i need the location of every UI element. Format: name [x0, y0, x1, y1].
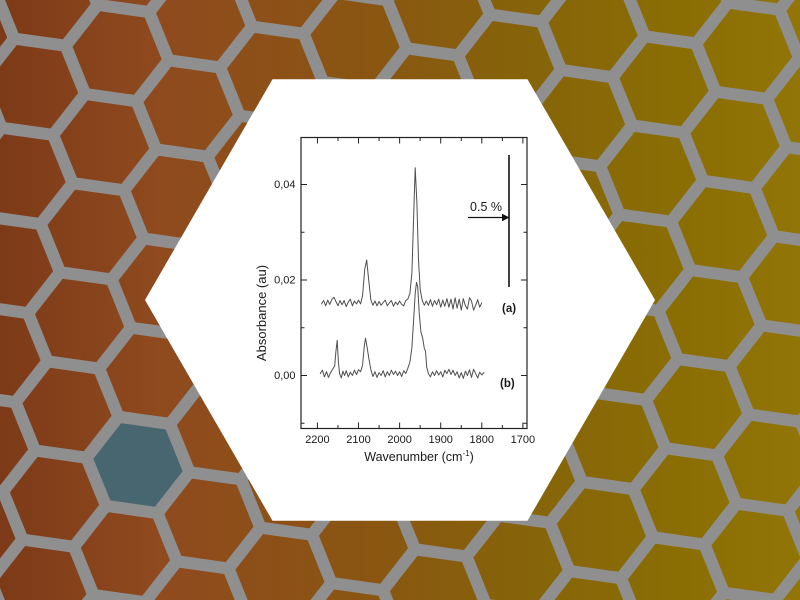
hex-cell	[247, 0, 323, 28]
y-axis-label: Absorbance (au)	[254, 265, 269, 361]
hex-cell	[22, 367, 112, 452]
hex-cell	[556, 488, 646, 572]
x-tick-label: 2200	[305, 434, 329, 446]
hex-cell	[106, 334, 196, 418]
hex-cell	[5, 0, 91, 40]
x-axis-label-superscript: -1	[462, 449, 470, 458]
hex-cell	[490, 0, 551, 16]
hex-cell	[627, 543, 717, 600]
x-axis-label-close: )	[470, 450, 474, 464]
hex-cell	[156, 0, 246, 61]
hex-cell	[0, 500, 16, 559]
x-axis-label-main: Wavenumber (cm	[364, 450, 462, 464]
hex-cell	[0, 224, 54, 307]
trace-a-label: (a)	[502, 303, 516, 315]
trace-b-label: (b)	[500, 378, 515, 390]
x-tick-label: 2000	[387, 434, 411, 446]
hex-cell	[473, 522, 563, 600]
hex-cell	[394, 0, 484, 49]
hex-cell	[678, 187, 768, 271]
hex-cell	[548, 0, 638, 71]
x-tick-label: 1800	[470, 434, 494, 446]
hex-cell	[325, 589, 381, 600]
hex-cell	[60, 100, 150, 184]
hex-cell	[9, 456, 100, 541]
hex-cell	[0, 45, 79, 129]
hex-cell	[235, 534, 325, 600]
hex-cell	[80, 512, 170, 596]
x-tick-label: 2100	[346, 434, 370, 446]
hex-cell	[607, 131, 697, 216]
hex-cell	[736, 331, 800, 416]
hex-cell	[72, 11, 162, 95]
hex-cell	[164, 478, 254, 563]
hex-cell	[0, 134, 66, 218]
x-tick-label: 1700	[511, 434, 535, 446]
y-tick-label: 0,02	[274, 275, 295, 287]
hex-cell	[35, 278, 125, 363]
hex-cell	[748, 242, 800, 325]
hex-cell	[0, 546, 87, 600]
hex-cell	[0, 406, 29, 485]
teal-hex-cell	[93, 423, 183, 507]
hex-cell	[0, 19, 8, 47]
trace-b	[319, 281, 485, 379]
hex-cell	[723, 420, 800, 505]
hex-cell	[665, 276, 755, 360]
hex-cell	[318, 500, 408, 584]
hex-cell	[774, 66, 800, 143]
scale-bar-arrowhead-icon	[502, 213, 510, 222]
hex-cell	[619, 42, 709, 127]
hex-cell	[143, 66, 233, 151]
hex-cell	[310, 0, 400, 83]
hex-cell	[652, 365, 742, 449]
x-axis-label: Wavenumber (cm-1)	[364, 449, 473, 464]
plot-frame	[300, 136, 528, 430]
x-tick-label: 1900	[428, 434, 452, 446]
hex-cell	[761, 153, 800, 234]
hex-cell	[569, 399, 659, 483]
hex-cell	[640, 454, 730, 539]
trace-a	[321, 167, 483, 311]
hex-cell	[554, 577, 624, 600]
hex-cell	[0, 315, 41, 396]
hex-cell	[690, 98, 780, 182]
scale-bar-label: 0.5 %	[470, 200, 502, 214]
hex-cell	[703, 9, 793, 93]
hex-cell	[786, 0, 800, 45]
hex-cell	[636, 0, 722, 38]
hex-cell	[389, 555, 478, 600]
hex-cell	[753, 0, 780, 4]
chart-generated-layer: 2200 2100 2000 1900 1800 1700 0,00 0,02 0,04	[274, 136, 535, 446]
hex-cell	[711, 510, 800, 594]
hex-cell	[783, 578, 800, 600]
hex-cell	[154, 567, 235, 600]
y-tick-label: 0,04	[274, 179, 295, 191]
hex-cell	[47, 189, 137, 273]
spectra-chart: 2200 2100 2000 1900 1800 1700 0,00 0,02 0,04 Abs…	[254, 136, 535, 464]
hex-cell	[106, 0, 151, 6]
hex-cell	[794, 505, 800, 525]
y-tick-label: 0,00	[274, 370, 295, 382]
